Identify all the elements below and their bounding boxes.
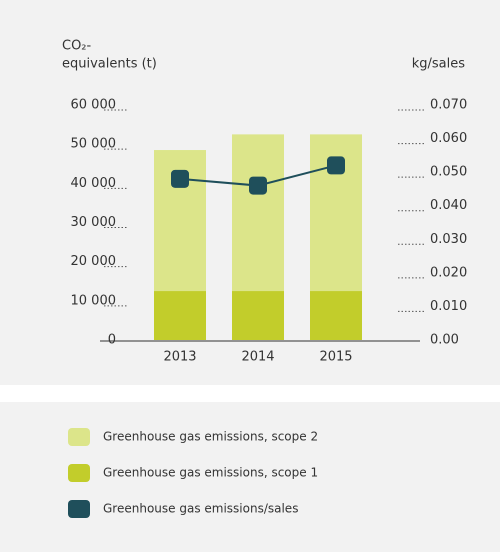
- y-tick-label: 10 000: [71, 293, 117, 308]
- marker: [327, 156, 345, 175]
- legend-label: Greenhouse gas emissions, scope 2: [103, 430, 318, 444]
- legend-label: Greenhouse gas emissions/sales: [103, 502, 298, 516]
- y-tick-label: 50 000: [71, 137, 117, 152]
- marker: [249, 176, 267, 195]
- y2-tick-label: 0.010: [430, 299, 467, 314]
- x-tick-label: 2015: [319, 350, 352, 365]
- y-tick-label: 20 000: [71, 254, 117, 269]
- bar: [310, 291, 362, 340]
- bar: [232, 291, 284, 340]
- y-tick-label: 30 000: [71, 215, 117, 230]
- legend-label: Greenhouse gas emissions, scope 1: [103, 466, 318, 480]
- bar: [154, 291, 206, 340]
- y2-tick-label: 0.030: [430, 232, 467, 247]
- bar: [232, 134, 284, 292]
- y2-tick-label: 0.040: [430, 198, 467, 213]
- legend-swatch: [68, 464, 90, 482]
- y2-tick-label: 0.050: [430, 165, 467, 180]
- y-tick-label: 60 000: [71, 98, 117, 113]
- y2-tick-label: 0.060: [430, 131, 467, 146]
- legend-swatch: [68, 428, 90, 446]
- y-tick-label: 40 000: [71, 176, 117, 191]
- y-axis-label: CO₂-: [62, 39, 92, 54]
- marker: [171, 169, 189, 188]
- y-tick-label: 0: [108, 333, 116, 348]
- y-axis-label: equivalents (t): [62, 57, 157, 72]
- y2-tick-label: 0.00: [430, 333, 459, 348]
- legend-swatch: [68, 500, 90, 518]
- y2-tick-label: 0.020: [430, 265, 467, 280]
- y2-axis-label: kg/sales: [412, 57, 466, 72]
- x-tick-label: 2014: [241, 350, 274, 365]
- x-tick-label: 2013: [163, 350, 196, 365]
- y2-tick-label: 0.070: [430, 98, 467, 113]
